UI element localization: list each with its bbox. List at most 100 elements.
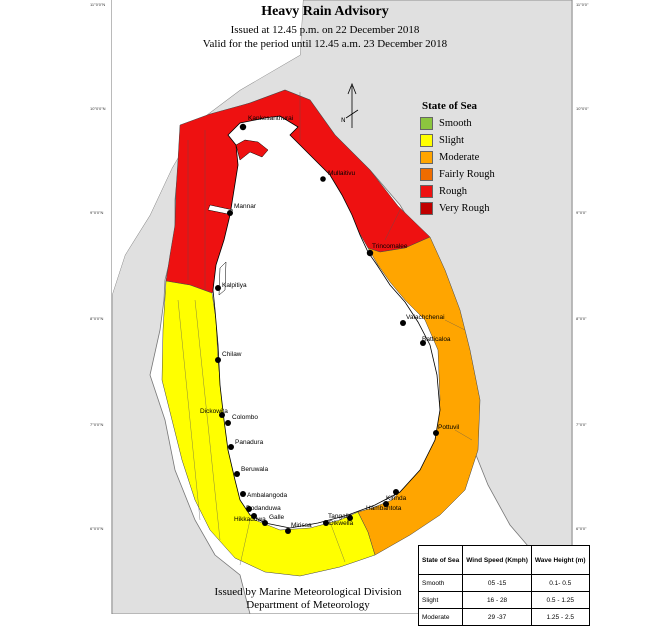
marker-pottuvil [433,430,439,436]
footer-department: Department of Meteorology [246,599,370,611]
lat-tick-right: 9°0'0" [576,210,587,215]
legend-item: Very Rough [420,200,495,217]
marker-mirissa [285,528,291,534]
city-label-pottuvil: Pottuvil [438,424,460,431]
north-arrow-icon [345,82,359,128]
lat-tick-right: 10°0'0" [576,106,589,111]
legend-item: Slight [420,132,495,149]
legend-item: Fairly Rough [420,166,495,183]
table-cell: 0.5 - 1.25 [530,591,590,609]
map-title: Heavy Rain Advisory [261,4,389,19]
header-wind-speed: Wind Speed (Kmph) [462,545,532,575]
legend: State of Sea Smooth Slight Moderate Fair… [420,100,495,217]
city-label-dodanduwa: Dodanduwa [246,505,281,512]
marker-dodanduwa [246,506,252,512]
city-label-panadura: Panadura [235,439,264,446]
legend-item: Smooth [420,115,495,132]
marker-galle [262,520,268,526]
sri-lanka-landmass [212,115,441,529]
legend-item: Rough [420,183,495,200]
issued-time: Issued at 12.45 p.m. on 22 December 2018 [230,24,420,36]
city-label-colombo: Colombo [232,414,259,421]
table-cell: Moderate [417,608,464,626]
marker-kalpitiya [215,285,221,291]
marker-panadura [228,444,234,450]
city-label-mirissa: Mirissa [291,522,312,529]
marker-trincomalee [366,249,374,257]
marker-batticaloa [420,340,426,346]
marker-colombo [225,420,231,426]
table-cell: 1.25 - 2.5 [530,608,590,626]
table-cell: Slight [417,591,464,609]
legend-swatch [420,168,433,181]
city-label-kalpitiya: Kalpitiya [222,282,247,289]
city-label-dikwella: Dikwella [329,520,354,527]
marker-tangalle [323,520,329,526]
city-label-tangalle: Tangalle [328,513,353,520]
marker-beruwala [234,471,240,477]
legend-swatch [420,185,433,198]
table-header-row: State of Sea Wind Speed (Kmph) Wave Heig… [417,545,590,575]
table-cell: 29 -37 [462,608,532,626]
marker-mannar [227,210,233,216]
legend-swatch [420,117,433,130]
table-row: Moderate 29 -37 1.25 - 2.5 [417,608,590,626]
legend-label: Rough [439,186,468,197]
table-row: Slight 16 - 28 0.5 - 1.25 [417,591,590,609]
city-label-trincomalee: Trincomalee [372,243,408,250]
city-label-galle: Galle [269,514,285,521]
city-label-mullaitivu: Mullaitivu [328,170,356,177]
city-label-hikkaduwa: Hikkaduwa [234,516,266,523]
lat-tick-left: 10°0'0"N [90,106,106,111]
marker-dickowita [219,412,225,418]
lat-tick-left: 8°0'0"N [90,316,104,321]
legend-label: Moderate [439,152,480,163]
legend-label: Fairly Rough [439,169,495,180]
table-row: Smooth 05 -15 0.1- 0.5 [417,574,590,592]
table-cell: Smooth [417,574,464,592]
lat-tick-left: 11°0'0"N [90,2,106,7]
valid-period: Valid for the period until 12.45 a.m. 23… [202,38,448,50]
city-label-chilaw: Chilaw [222,351,242,358]
marker-dikwella [347,515,353,521]
legend-swatch [420,134,433,147]
legend-label: Slight [439,135,465,146]
lat-tick-right: 8°0'0" [576,316,587,321]
footer-issuer: Issued by Marine Meteorological Division [214,586,402,598]
header-state-of-sea: State of Sea [417,545,464,575]
legend-item: Moderate [420,149,495,166]
lat-tick-right: 6°0'0" [576,526,587,531]
marker-hambantota [383,501,389,507]
lat-tick-right: 11°0'0" [576,2,589,7]
lat-tick-left: 6°0'0"N [90,526,104,531]
svg-text:N: N [341,117,346,124]
marker-kirinda [393,489,399,495]
marker-kankesanthurai [239,123,247,131]
city-label-dickowita: Dickowita [200,408,228,415]
legend-title: State of Sea [422,100,477,112]
legend-label: Very Rough [439,203,490,214]
lat-tick-left: 7°0'0"N [90,422,104,427]
marker-valachchenai [400,320,406,326]
lat-tick-left: 9°0'0"N [90,210,104,215]
city-label-ambalangoda: Ambalangoda [247,492,288,499]
legend-label: Smooth [439,118,472,129]
city-label-batticaloa: Batticaloa [422,336,451,343]
sea-zone-moderate-east [357,236,481,556]
city-label-kankesanthurai: Kankesanthurai [248,115,294,122]
city-label-hambantota: Hambantota [366,505,402,512]
marker-hikkaduwa [251,513,257,519]
legend-swatch [420,202,433,215]
city-label-kirinda: Kirinda [386,495,407,502]
table-cell: 05 -15 [462,574,532,592]
city-label-valachchenai: Valachchenai [406,314,445,321]
marker-mullaitivu [320,176,326,182]
city-label-mannar: Mannar [234,203,257,210]
city-label-beruwala: Beruwala [241,466,269,473]
table-cell: 0.1- 0.5 [530,574,590,592]
table-cell: 16 - 28 [462,591,532,609]
lat-tick-right: 7°0'0" [576,422,587,427]
marker-chilaw [215,357,221,363]
marker-ambalangoda [240,491,246,497]
